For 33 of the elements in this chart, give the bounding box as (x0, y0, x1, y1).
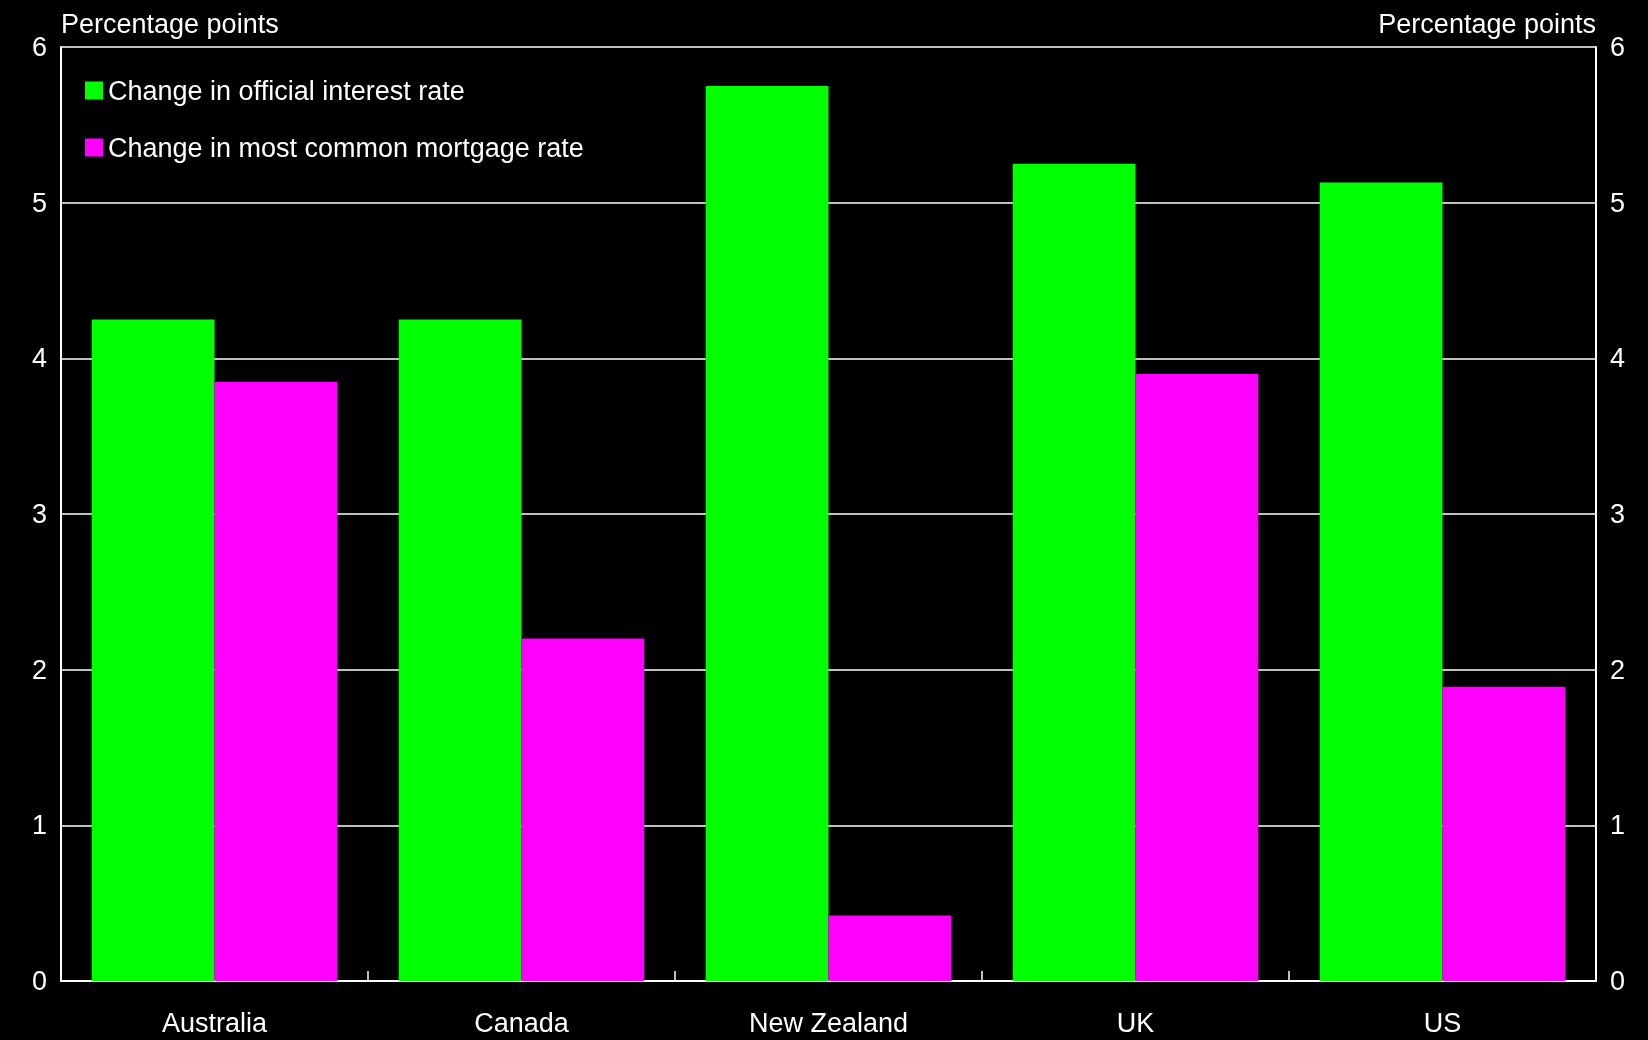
y-tick-label: 0 (31, 966, 47, 996)
bar (214, 381, 338, 981)
bar (1319, 182, 1443, 981)
bar (828, 915, 952, 981)
bar (1442, 686, 1566, 981)
legend-label: Change in most common mortgage rate (108, 132, 584, 163)
y-tick-label: 4 (31, 343, 47, 374)
x-tick-label: US (1423, 1007, 1462, 1038)
y2-tick-label: 1 (1610, 810, 1626, 841)
legend-label: Change in official interest rate (108, 75, 465, 106)
bar (91, 319, 215, 981)
y-axis-title: Percentage points (61, 8, 279, 39)
bar (521, 638, 645, 981)
x-tick-label: New Zealand (748, 1007, 909, 1038)
y-tick-label: 6 (31, 32, 47, 62)
bar (398, 319, 522, 981)
x-tick-label: Australia (161, 1007, 269, 1038)
y-tick-label: 2 (31, 654, 47, 685)
x-tick-label: UK (1116, 1007, 1155, 1038)
y2-tick-label: 3 (1610, 499, 1626, 529)
x-tick-label: Canada (474, 1007, 570, 1038)
bar (1135, 373, 1259, 981)
bar (705, 85, 829, 981)
y-tick-label: 1 (31, 810, 47, 841)
y2-tick-label: 2 (1610, 654, 1626, 685)
y-tick-label: 5 (31, 187, 47, 218)
y-tick-label: 3 (31, 499, 47, 529)
y2-tick-label: 6 (1610, 32, 1626, 62)
bar (1012, 163, 1136, 981)
y2-tick-label: 0 (1610, 966, 1626, 996)
y2-tick-label: 4 (1610, 343, 1626, 374)
y2-tick-label: 5 (1610, 187, 1626, 218)
y2-axis-title: Percentage points (1378, 8, 1596, 39)
